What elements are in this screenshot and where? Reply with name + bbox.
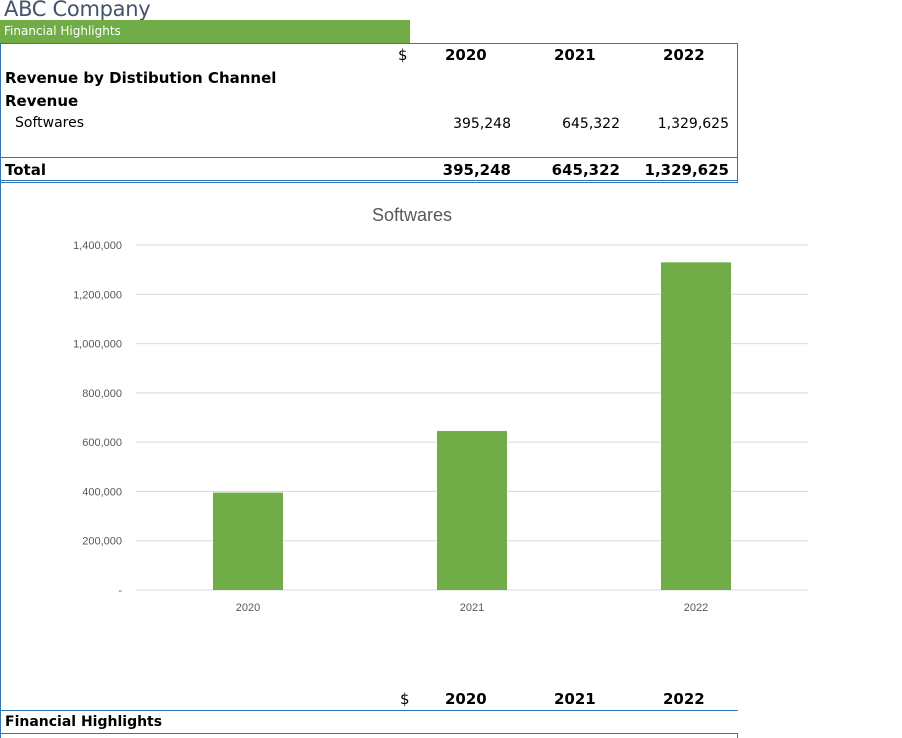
y-tick-label: 200,000 [82,536,122,548]
footer-currency: $ [400,690,410,708]
table-subheading: Revenue [5,92,79,110]
year-header-2020: 2020 [445,46,487,64]
chart-y-axis: - 200,000 400,000 600,000 800,000 1,000,000 1,… [73,240,122,597]
company-title: ABC Company [4,0,151,21]
y-tick-label: 400,000 [82,486,122,498]
x-tick-label: 2021 [460,602,484,614]
footer-bottom-rule [0,733,738,734]
bar-2021 [437,430,507,590]
total-2022: 1,329,625 [644,161,729,179]
section-banner: Financial Highlights [0,20,410,43]
total-top-border [0,157,738,158]
y-tick-label: - [118,585,122,597]
y-tick-label: 1,000,000 [73,339,122,351]
page-left-border [0,43,1,738]
footer-year-2020: 2020 [445,690,487,708]
y-tick-label: 1,200,000 [73,289,122,301]
y-tick-label: 800,000 [82,388,122,400]
footer-year-2021: 2021 [554,690,596,708]
cell-softwares-2020: 395,248 [453,116,511,132]
chart-title: Softwares [372,205,452,225]
total-bottom-border [0,180,738,181]
table-top-border [0,43,738,44]
softwares-bar-chart: Softwares - 200,000 400,000 600,000 800,000 1… [73,205,808,614]
y-tick-label: 1,400,000 [73,240,122,252]
total-double-border [0,182,738,183]
row-label-softwares: Softwares [15,115,85,131]
cell-softwares-2022: 1,329,625 [657,116,729,132]
year-header-2022: 2022 [663,46,705,64]
y-tick-label: 600,000 [82,437,122,449]
total-2021: 645,322 [551,161,620,179]
chart-bars [213,262,731,590]
footer-right-border [737,733,738,738]
bar-2022 [661,262,731,590]
footer-rule [0,710,738,711]
cell-softwares-2021: 645,322 [562,116,620,132]
footer-label: Financial Highlights [5,714,163,730]
x-tick-label: 2020 [236,602,260,614]
year-header-2021: 2021 [554,46,596,64]
total-label: Total [5,161,46,179]
table-heading: Revenue by Distibution Channel [5,69,277,87]
x-tick-label: 2022 [684,602,708,614]
chart-x-axis: 2020 2021 2022 [236,602,708,614]
total-2020: 395,248 [442,161,511,179]
currency-header: $ [398,46,408,64]
table-right-border [737,43,738,183]
footer-year-2022: 2022 [663,690,705,708]
bar-2020 [213,492,283,590]
